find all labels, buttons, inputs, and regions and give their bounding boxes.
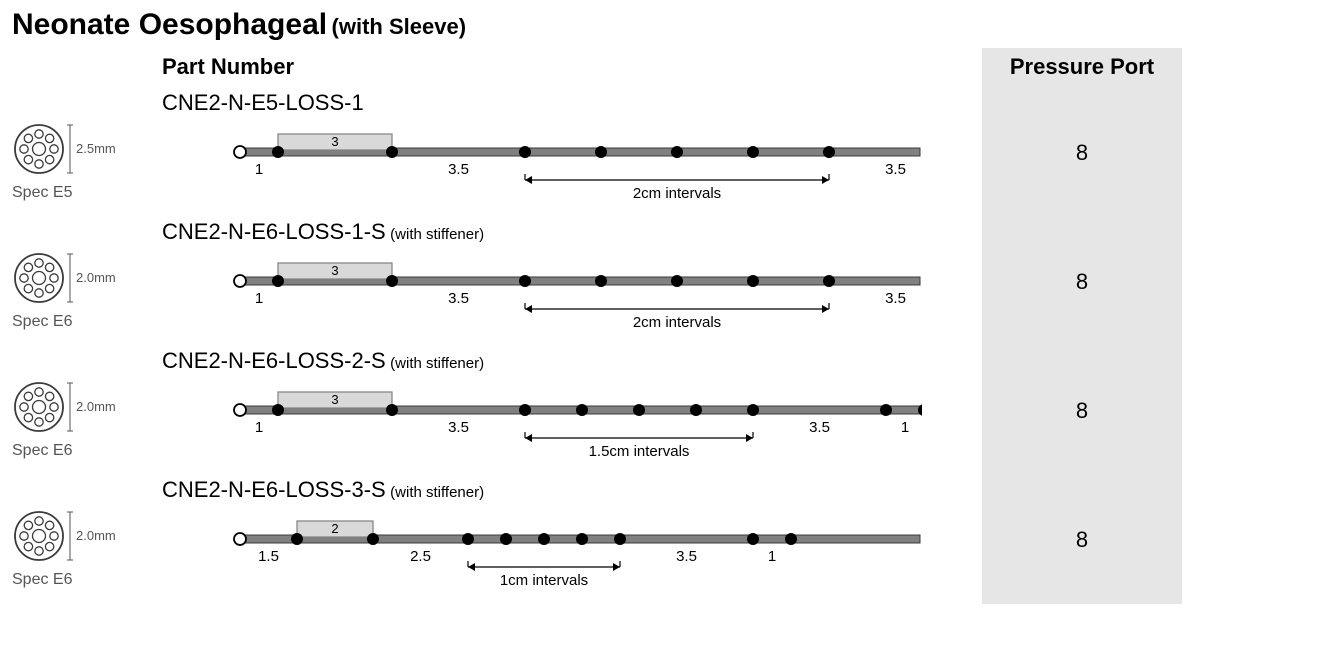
part-number: CNE2-N-E5-LOSS-1: [162, 90, 364, 115]
part-cell: CNE2-N-E5-LOSS-1 313.53.512cm intervals: [162, 88, 982, 217]
svg-text:1: 1: [768, 548, 776, 565]
spec-name: Spec E6: [12, 313, 72, 331]
svg-text:2cm intervals: 2cm intervals: [633, 314, 721, 331]
svg-text:3: 3: [331, 392, 338, 407]
svg-text:2.5: 2.5: [410, 548, 431, 565]
svg-text:1: 1: [255, 419, 263, 436]
svg-text:3.5: 3.5: [885, 161, 906, 178]
svg-text:3.5: 3.5: [676, 548, 697, 565]
svg-text:3.5: 3.5: [448, 290, 469, 307]
cross-section-icon: 2.0mm: [12, 509, 124, 567]
svg-text:3.5: 3.5: [809, 419, 830, 436]
cross-section-icon: 2.0mm: [12, 251, 124, 309]
svg-text:3.5: 3.5: [885, 290, 906, 307]
catheter-diagram: 313.53.512cm intervals: [222, 122, 922, 210]
spec-cell: 2.0mm Spec E6: [12, 475, 162, 604]
spec-cell: 2.0mm Spec E6: [12, 217, 162, 346]
part-number: CNE2-N-E6-LOSS-3-S: [162, 477, 386, 502]
spec-cell: 2.5mm Spec E5: [12, 88, 162, 217]
part-note: (with stiffener): [390, 355, 484, 372]
svg-text:1.5: 1.5: [258, 548, 279, 565]
svg-text:2: 2: [331, 521, 338, 536]
part-number: CNE2-N-E6-LOSS-1-S: [162, 219, 386, 244]
pressure-port-value: 8: [982, 475, 1182, 604]
title-main: Neonate Oesophageal: [12, 8, 327, 41]
pressure-port-value: 8: [982, 88, 1182, 217]
part-cell: CNE2-N-E6-LOSS-2-S (with stiffener) 3 1 3.…: [162, 346, 982, 475]
svg-text:3: 3: [331, 134, 338, 149]
pressure-port-value: 8: [982, 346, 1182, 475]
spec-cell: 2.0mm Spec E6: [12, 346, 162, 475]
catheter-diagram: 2 1.5 2.5 3.5 1 1cm intervals: [222, 509, 922, 597]
svg-text:2.0mm: 2.0mm: [76, 399, 116, 414]
part-number: CNE2-N-E6-LOSS-2-S: [162, 348, 386, 373]
part-cell: CNE2-N-E6-LOSS-3-S (with stiffener) 2 1.5…: [162, 475, 982, 604]
header-pressure-port: Pressure Port: [982, 48, 1182, 88]
svg-text:2.0mm: 2.0mm: [76, 270, 116, 285]
svg-text:2.0mm: 2.0mm: [76, 528, 116, 543]
cross-section-icon: 2.5mm: [12, 122, 124, 180]
spec-name: Spec E6: [12, 442, 72, 460]
catheter-diagram: 313.53.512cm intervals: [222, 251, 922, 339]
spec-name: Spec E6: [12, 571, 72, 589]
cross-section-icon: 2.0mm: [12, 380, 124, 438]
catheter-diagram: 3 1 3.5 3.5 1 1.5cm intervals: [222, 380, 922, 468]
catalog-grid: Part Number Pressure Port 2.5mm Spec E5 …: [12, 48, 1306, 604]
svg-text:1: 1: [255, 290, 263, 307]
svg-text:2cm intervals: 2cm intervals: [633, 185, 721, 202]
svg-text:1cm intervals: 1cm intervals: [500, 572, 588, 589]
page-title: Neonate Oesophageal (with Sleeve): [12, 8, 1306, 42]
part-cell: CNE2-N-E6-LOSS-1-S (with stiffener) 3 1 3.…: [162, 217, 982, 346]
title-sub: (with Sleeve): [332, 14, 466, 39]
svg-text:3.5: 3.5: [448, 419, 469, 436]
part-note: (with stiffener): [390, 484, 484, 501]
svg-text:1: 1: [901, 419, 909, 436]
part-note: (with stiffener): [390, 226, 484, 243]
header-part-number: Part Number: [162, 48, 982, 88]
svg-text:3: 3: [331, 263, 338, 278]
svg-text:2.5mm: 2.5mm: [76, 141, 116, 156]
svg-text:1: 1: [255, 161, 263, 178]
pressure-port-value: 8: [982, 217, 1182, 346]
svg-text:3.5: 3.5: [448, 161, 469, 178]
svg-text:1.5cm intervals: 1.5cm intervals: [589, 443, 690, 460]
spec-name: Spec E5: [12, 184, 72, 202]
